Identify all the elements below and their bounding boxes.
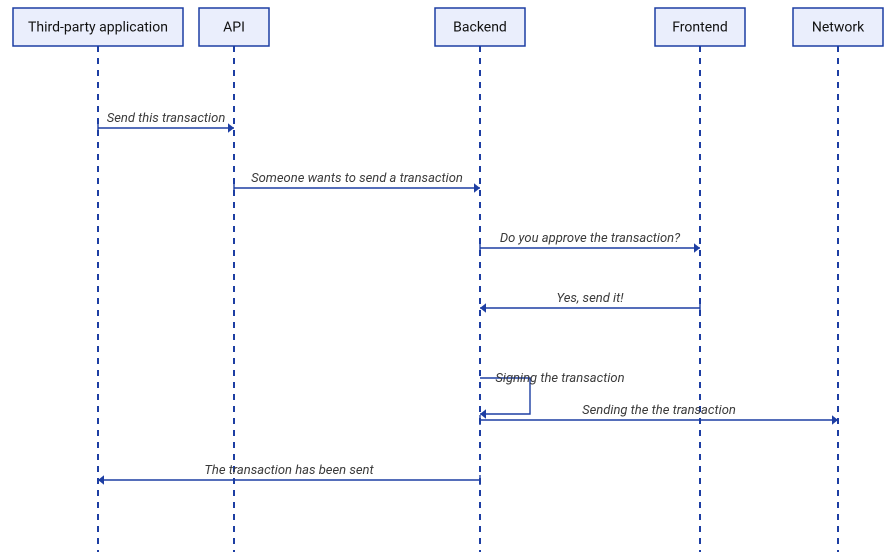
- message-m3: Do you approve the transaction?: [480, 231, 700, 253]
- actor-label-tpa: Third-party application: [28, 20, 168, 36]
- message-m2: Someone wants to send a transaction: [234, 171, 480, 193]
- message-m7: The transaction has been sent: [98, 463, 480, 485]
- actor-label-frontend: Frontend: [672, 20, 728, 36]
- message-label-m5: Signing the transaction: [495, 371, 624, 386]
- message-m1: Send this transaction: [98, 111, 234, 133]
- message-m6: Sending the the transaction: [480, 403, 838, 425]
- message-m4: Yes, send it!: [480, 291, 700, 313]
- message-label-m7: The transaction has been sent: [204, 463, 374, 478]
- message-label-m1: Send this transaction: [107, 111, 226, 126]
- sequence-diagram: Third-party application API Backend Fronten…: [0, 0, 888, 558]
- message-label-m6: Sending the the transaction: [582, 403, 736, 418]
- message-label-m4: Yes, send it!: [557, 291, 625, 306]
- actor-label-api: API: [223, 20, 245, 36]
- message-label-m3: Do you approve the transaction?: [500, 231, 681, 246]
- message-label-m2: Someone wants to send a transaction: [251, 171, 463, 186]
- actor-label-backend: Backend: [453, 20, 507, 36]
- actor-label-network: Network: [812, 20, 865, 36]
